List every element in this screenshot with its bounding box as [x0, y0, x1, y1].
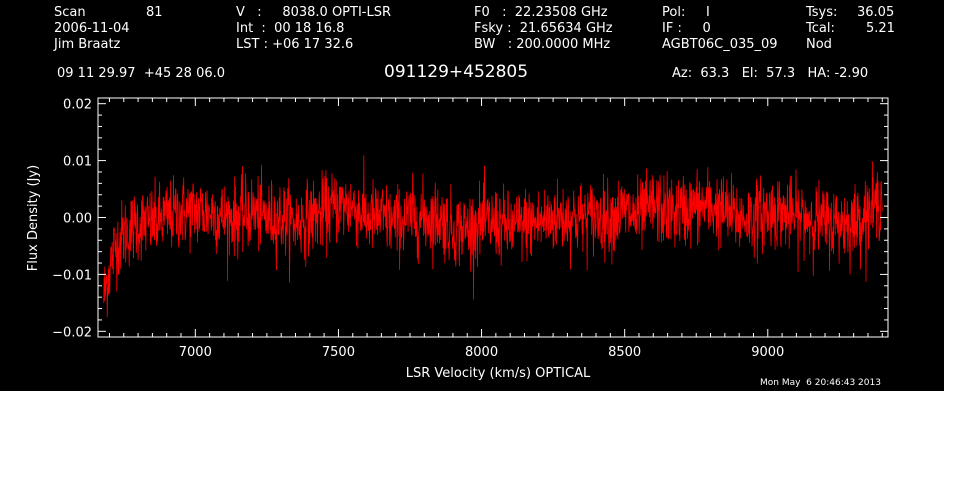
spectrum-trace: [103, 155, 883, 318]
y-tick-label: 0.01: [63, 155, 92, 170]
x-tick-label: 7500: [322, 345, 355, 360]
observer-name: Jim Braatz: [54, 37, 121, 52]
tcal-value: 5.21: [866, 21, 895, 36]
plot-frame: [97, 97, 889, 338]
y-tick-label: −0.02: [52, 325, 92, 340]
y-tick-label: 0.02: [63, 98, 92, 113]
f0-line: F0 : 22.23508 GHz: [474, 5, 608, 20]
date-stamp: Mon May 6 20:46:43 2013: [760, 378, 881, 388]
source-name: 091129+452805: [384, 62, 529, 82]
trace-layer: [103, 155, 883, 318]
pointing-info: Az: 63.3 El: 57.3 HA: -2.90: [672, 66, 869, 81]
y-tick-label: 0.00: [63, 212, 92, 227]
scan-label: Scan: [54, 5, 86, 20]
plot-panel: Scan 81 V : 8038.0 OPTI-LSR F0 : 22.2350…: [0, 0, 944, 391]
obs-mode: Nod: [806, 37, 832, 52]
pol-line: Pol: I: [662, 5, 710, 20]
velocity-line: V : 8038.0 OPTI-LSR: [236, 5, 392, 20]
y-tick-label: −0.01: [52, 268, 92, 283]
x-axis-title: LSR Velocity (km/s) OPTICAL: [406, 366, 591, 381]
lst-line: LST : +06 17 32.6: [236, 37, 354, 52]
x-tick-label: 8500: [608, 345, 641, 360]
y-axis-title: Flux Density (Jy): [26, 165, 41, 271]
obs-date: 2006-11-04: [54, 21, 130, 36]
axis-labels: LSR Velocity (km/s) OPTICAL Flux Density…: [26, 165, 591, 381]
spectrum-chart: 7000 7500 8000 8500 9000 −0.02 −0.01 0.00 0.01 0.…: [26, 97, 889, 381]
scan-value: 81: [146, 5, 163, 20]
bw-line: BW : 200.0000 MHz: [474, 37, 611, 52]
int-line: Int : 00 18 16.8: [236, 21, 345, 36]
x-tick-label: 7000: [179, 345, 212, 360]
if-line: IF : 0: [662, 21, 711, 36]
fsky-line: Fsky : 21.65634 GHz: [474, 21, 613, 36]
source-coordinates: 09 11 29.97 +45 28 06.0: [57, 66, 226, 81]
project-id: AGBT06C_035_09: [662, 37, 778, 52]
x-tick-label: 9000: [751, 345, 784, 360]
ticks: 7000 7500 8000 8500 9000 −0.02 −0.01 0.00 0.01 0.…: [52, 98, 888, 360]
tsys-label: Tsys:: [806, 5, 838, 20]
tsys-value: 36.05: [857, 5, 895, 20]
axes: [97, 97, 889, 338]
x-tick-label: 8000: [465, 345, 498, 360]
tcal-label: Tcal:: [806, 21, 835, 36]
